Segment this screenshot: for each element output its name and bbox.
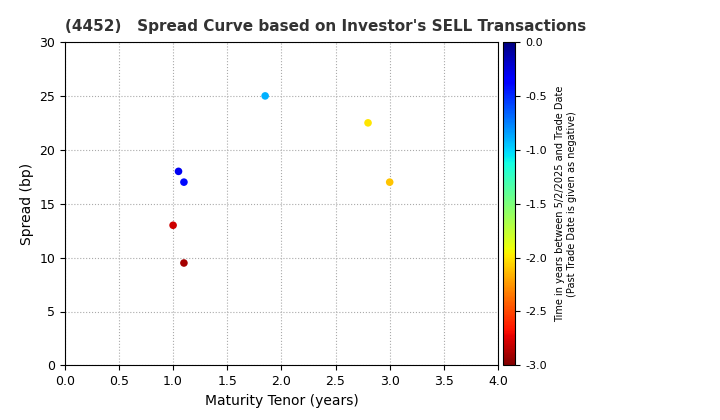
Point bbox=[178, 260, 189, 266]
Point bbox=[167, 222, 179, 228]
Point bbox=[362, 119, 374, 126]
Text: (4452)   Spread Curve based on Investor's SELL Transactions: (4452) Spread Curve based on Investor's … bbox=[65, 19, 586, 34]
Y-axis label: Time in years between 5/2/2025 and Trade Date
(Past Trade Date is given as negat: Time in years between 5/2/2025 and Trade… bbox=[555, 86, 577, 322]
Point bbox=[259, 92, 271, 99]
X-axis label: Maturity Tenor (years): Maturity Tenor (years) bbox=[204, 394, 359, 408]
Point bbox=[384, 179, 395, 186]
Y-axis label: Spread (bp): Spread (bp) bbox=[19, 163, 34, 245]
Point bbox=[173, 168, 184, 175]
Point bbox=[178, 179, 189, 186]
